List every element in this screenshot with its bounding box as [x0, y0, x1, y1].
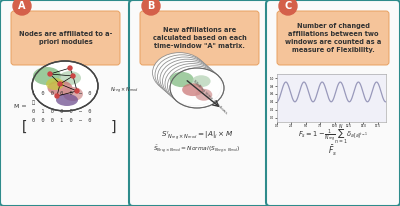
- Circle shape: [279, 0, 297, 15]
- Circle shape: [75, 89, 79, 93]
- Text: ⋮: ⋮: [32, 100, 35, 105]
- Ellipse shape: [160, 59, 214, 99]
- Text: 0  1  0  0  0  ⋯  0: 0 1 0 0 0 ⋯ 0: [32, 109, 91, 114]
- Ellipse shape: [152, 53, 206, 93]
- Text: $\bar{F}_s$: $\bar{F}_s$: [328, 144, 338, 158]
- FancyBboxPatch shape: [140, 11, 259, 65]
- Text: $F_s = 1 - \frac{1}{N_{reg}} \sum_{n=1}^{N} \delta_{a[a]^{t-1}}$: $F_s = 1 - \frac{1}{N_{reg}} \sum_{n=1}^…: [298, 122, 368, 146]
- Text: $N_{reg}\times N_{mod}$: $N_{reg}\times N_{mod}$: [110, 86, 139, 96]
- Ellipse shape: [170, 68, 224, 108]
- Text: 1  0  0  0  0  ⋯  0: 1 0 0 0 0 ⋯ 0: [32, 91, 91, 96]
- Circle shape: [71, 74, 75, 78]
- Ellipse shape: [63, 87, 83, 101]
- Ellipse shape: [192, 75, 211, 87]
- Ellipse shape: [170, 72, 194, 87]
- Text: [: [: [20, 120, 28, 134]
- FancyBboxPatch shape: [0, 0, 131, 206]
- FancyBboxPatch shape: [266, 0, 400, 206]
- FancyBboxPatch shape: [277, 11, 389, 65]
- Text: $S'_{N_{reg}\times N_{mod}} = |A|_i \times M$: $S'_{N_{reg}\times N_{mod}} = |A|_i \tim…: [161, 129, 233, 143]
- Circle shape: [48, 72, 52, 76]
- Ellipse shape: [48, 81, 72, 96]
- Text: C: C: [284, 1, 292, 11]
- Text: Number of changed
affiliations between two
windows are counted as a
measure of F: Number of changed affiliations between t…: [285, 23, 381, 53]
- Ellipse shape: [56, 94, 78, 106]
- Text: 0  0  0  1  0  ⋯  0: 0 0 0 1 0 ⋯ 0: [32, 118, 91, 123]
- Text: Sliding time windows: Sliding time windows: [192, 79, 228, 115]
- Text: Nodes are affiliated to a-
priori modules: Nodes are affiliated to a- priori module…: [19, 31, 112, 45]
- Text: M =: M =: [14, 103, 29, 109]
- Text: ]: ]: [110, 120, 118, 134]
- Ellipse shape: [168, 66, 222, 106]
- Ellipse shape: [33, 67, 61, 85]
- Text: $\bar{S}_{N_{reg}\times N_{mod}} = Normal(S_{N_{reg}\times N_{mod}})$: $\bar{S}_{N_{reg}\times N_{mod}} = Norma…: [153, 144, 241, 156]
- Ellipse shape: [158, 57, 212, 97]
- Circle shape: [55, 94, 59, 98]
- Ellipse shape: [165, 64, 219, 104]
- Ellipse shape: [182, 83, 203, 96]
- Ellipse shape: [59, 71, 81, 85]
- Ellipse shape: [195, 89, 212, 101]
- Ellipse shape: [155, 55, 209, 95]
- Ellipse shape: [46, 78, 64, 90]
- Ellipse shape: [162, 61, 216, 101]
- Circle shape: [58, 82, 62, 86]
- FancyBboxPatch shape: [129, 0, 270, 206]
- Circle shape: [142, 0, 160, 15]
- Ellipse shape: [32, 61, 98, 111]
- Circle shape: [68, 66, 72, 70]
- Text: New affiliations are
calculated based on each
time-window "A" matrix.: New affiliations are calculated based on…: [153, 27, 246, 49]
- Text: B: B: [147, 1, 155, 11]
- Text: A: A: [18, 1, 26, 11]
- Circle shape: [13, 0, 31, 15]
- FancyBboxPatch shape: [11, 11, 120, 65]
